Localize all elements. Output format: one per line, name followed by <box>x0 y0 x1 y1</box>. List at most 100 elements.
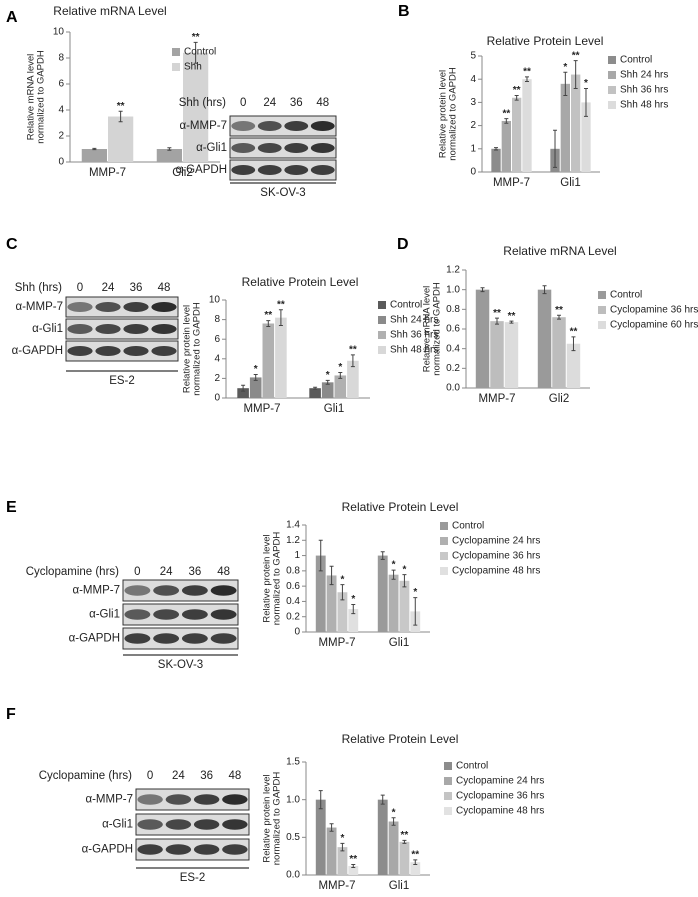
legend-label: Cyclopamine 24 hrs <box>456 776 544 787</box>
blot-band <box>284 165 309 175</box>
significance: ** <box>401 830 409 841</box>
error-bar <box>563 71 568 96</box>
blot-band <box>165 844 192 855</box>
blot-band <box>193 819 220 830</box>
legend-swatch <box>172 48 180 56</box>
lane-label: 48 <box>228 770 241 782</box>
x-tick-label: Gli2 <box>549 393 569 405</box>
error-bar <box>350 354 355 368</box>
significance: * <box>402 564 406 575</box>
significance: * <box>392 807 396 818</box>
legend-swatch <box>608 101 616 109</box>
blot-header: Cyclopamine (hrs) <box>26 566 119 578</box>
blot-band <box>222 794 248 805</box>
significance: ** <box>508 311 516 322</box>
error-bar <box>480 287 485 293</box>
chart-title: Relative Protein Level <box>342 500 459 514</box>
blot-band <box>165 819 192 830</box>
bar <box>249 377 262 398</box>
error-bar <box>241 384 246 392</box>
y-tick-label: 0.2 <box>286 611 300 622</box>
blot-band <box>153 633 180 644</box>
y-tick-label: 0 <box>470 167 476 178</box>
blot-row-label: α-Gli1 <box>89 609 120 621</box>
lane-label: 36 <box>200 770 213 782</box>
legend-swatch <box>444 807 452 815</box>
significance: ** <box>513 85 521 96</box>
bar <box>237 388 249 398</box>
panel-letter: D <box>397 236 409 253</box>
lane-label: 24 <box>263 97 276 109</box>
bar <box>410 862 421 875</box>
y-tick-label: 4 <box>58 105 64 116</box>
error-bar <box>329 565 334 586</box>
error-bar <box>266 320 271 327</box>
error-bar <box>542 285 547 295</box>
blot-row-label: α-Gli1 <box>32 323 63 335</box>
legend-swatch <box>440 552 448 560</box>
lane-label: 36 <box>290 97 303 109</box>
bar <box>560 83 570 172</box>
blot-strip <box>65 318 179 340</box>
error-bar <box>351 603 356 615</box>
blot-band <box>165 794 192 805</box>
lane-label: 24 <box>172 770 185 782</box>
y-tick-label: 0.0 <box>286 870 300 881</box>
legend-label: Shh 48 hrs <box>390 345 438 356</box>
lane-label: 0 <box>77 282 83 294</box>
error-bar <box>583 87 588 117</box>
x-tick-label: Gli1 <box>389 637 409 649</box>
blot-band <box>222 844 248 855</box>
error-bar <box>329 823 334 832</box>
x-tick-label: Gli1 <box>324 403 344 415</box>
error-bar <box>318 790 323 810</box>
legend-swatch <box>378 331 386 339</box>
bar <box>326 575 337 632</box>
error-bar <box>402 574 407 588</box>
blot-row-label: α-MMP-7 <box>15 301 63 313</box>
significance: ** <box>192 32 200 43</box>
blot-band <box>123 324 149 334</box>
lane-label: 0 <box>240 97 246 109</box>
blot-band <box>193 794 220 805</box>
y-axis-label: normalized to GAPDH <box>192 302 203 396</box>
error-bar <box>413 859 418 865</box>
significance: * <box>351 594 355 605</box>
y-tick-label: 0.5 <box>286 832 300 843</box>
blot-band <box>231 143 256 153</box>
y-axis-label: normalized to GAPDH <box>272 532 283 626</box>
blot-row-label: α-GAPDH <box>69 633 120 645</box>
significance: ** <box>523 67 531 78</box>
blot-band <box>181 633 208 644</box>
blot-band <box>151 302 177 312</box>
error-bar <box>380 551 385 560</box>
y-tick-label: 0 <box>58 157 64 168</box>
y-tick-label: 1.2 <box>446 265 460 276</box>
bar <box>334 375 347 398</box>
legend-label: Shh 24 hrs <box>390 315 438 326</box>
blot-band <box>193 844 220 855</box>
significance: ** <box>572 50 580 61</box>
significance: ** <box>555 305 563 316</box>
error-bar <box>325 379 330 385</box>
y-tick-label: 0.2 <box>446 363 460 374</box>
y-tick-label: 1.0 <box>286 794 300 805</box>
y-tick-label: 1 <box>294 550 300 561</box>
blot-band <box>310 143 335 153</box>
blot-band <box>123 346 149 356</box>
blot-header: Shh (hrs) <box>15 282 62 294</box>
bar <box>348 609 359 632</box>
error-bar <box>524 76 529 83</box>
error-bar <box>553 129 558 168</box>
x-tick-label: MMP-7 <box>493 177 530 189</box>
blot-band <box>231 121 256 131</box>
bar <box>522 79 532 172</box>
blot-strip <box>229 159 337 181</box>
significance: ** <box>502 108 510 119</box>
blot-strip <box>229 115 337 137</box>
y-tick-label: 0.6 <box>286 581 300 592</box>
blot-band <box>67 302 93 312</box>
blot-band <box>257 121 282 131</box>
cell-line-label: SK-OV-3 <box>158 659 203 671</box>
